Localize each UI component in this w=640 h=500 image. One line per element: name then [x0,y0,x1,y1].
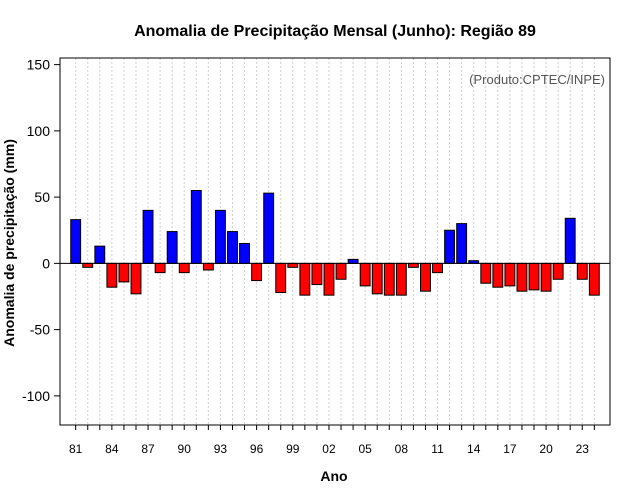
vertical-gridlines [75,58,595,425]
bar-1996 [251,262,263,282]
y-tick-label: 0 [42,255,50,271]
x-tick-label: 96 [250,442,264,456]
bar-1997 [263,192,275,264]
bar-1986 [130,262,142,295]
x-tick-label: 05 [358,442,372,456]
bar-2000 [299,262,311,296]
bar-2016 [492,262,504,288]
bar-2022 [564,217,576,264]
bar-1990 [178,262,190,274]
bar-1983 [94,245,106,264]
bar-1994 [227,231,238,264]
bar-1991 [190,189,202,264]
bar-1989 [166,231,178,264]
bar-1995 [239,242,250,264]
x-tick-label: 99 [286,442,300,456]
y-axis: 150 100 50 0 -50 -100 [22,57,60,404]
bar-2021 [552,262,564,280]
bar-1984 [106,262,118,288]
bar-1981 [70,219,82,264]
bar-2004 [347,258,359,264]
bar-2023 [576,262,588,280]
bar-2002 [323,262,335,296]
bar-1992 [202,262,214,271]
bar-2003 [335,262,347,280]
bar-2017 [504,262,516,287]
bar-2001 [311,262,323,286]
bar-2005 [359,262,371,287]
y-tick-label: -100 [22,388,50,404]
bar-1985 [118,262,130,283]
y-axis-label: Anomalia de precipitação (mm) [1,139,17,347]
bar-1998 [275,262,287,294]
x-tick-label: 90 [178,442,192,456]
x-tick-label: 17 [503,442,517,456]
x-tick-label: 11 [431,442,444,456]
y-tick-label: 100 [27,123,51,139]
x-tick-label: 87 [141,442,155,456]
x-tick-label: 20 [539,442,553,456]
bar-2018 [516,262,528,292]
bar-1987 [142,209,154,264]
bar-2011 [432,262,443,274]
chart-title: Anomalia de Precipitação Mensal (Junho):… [134,23,536,40]
bar-2013 [456,223,468,264]
bars [70,189,600,296]
credit-text: (Produto:CPTEC/INPE) [469,72,605,87]
bar-1988 [154,262,166,274]
bar-1999 [287,262,299,268]
x-tick-label: 23 [576,442,590,456]
x-tick-label: 08 [395,442,409,456]
x-tick-label: 02 [322,442,336,456]
bar-2019 [528,262,540,291]
bar-2015 [480,262,492,284]
bar-2024 [588,262,600,296]
bar-1993 [214,209,226,264]
x-axis: 81 84 87 90 93 96 99 02 05 08 11 14 17 20 23 [69,425,595,456]
x-tick-label: 93 [214,442,228,456]
bar-2020 [540,262,552,292]
plot-frame [59,57,611,426]
y-tick-label: 150 [27,57,51,73]
x-tick-label: 81 [69,442,83,456]
y-tick-label: 50 [34,189,50,205]
bar-2012 [444,229,456,264]
x-tick-label: 84 [105,442,119,456]
bar-2008 [395,262,407,296]
x-tick-label: 14 [467,442,481,456]
y-tick-label: -50 [30,322,50,338]
bar-2009 [407,262,419,268]
bar-1982 [82,262,94,268]
bar-2006 [371,262,383,295]
x-axis-label: Ano [320,468,347,484]
bar-2010 [420,262,431,292]
bar-2007 [383,262,395,296]
